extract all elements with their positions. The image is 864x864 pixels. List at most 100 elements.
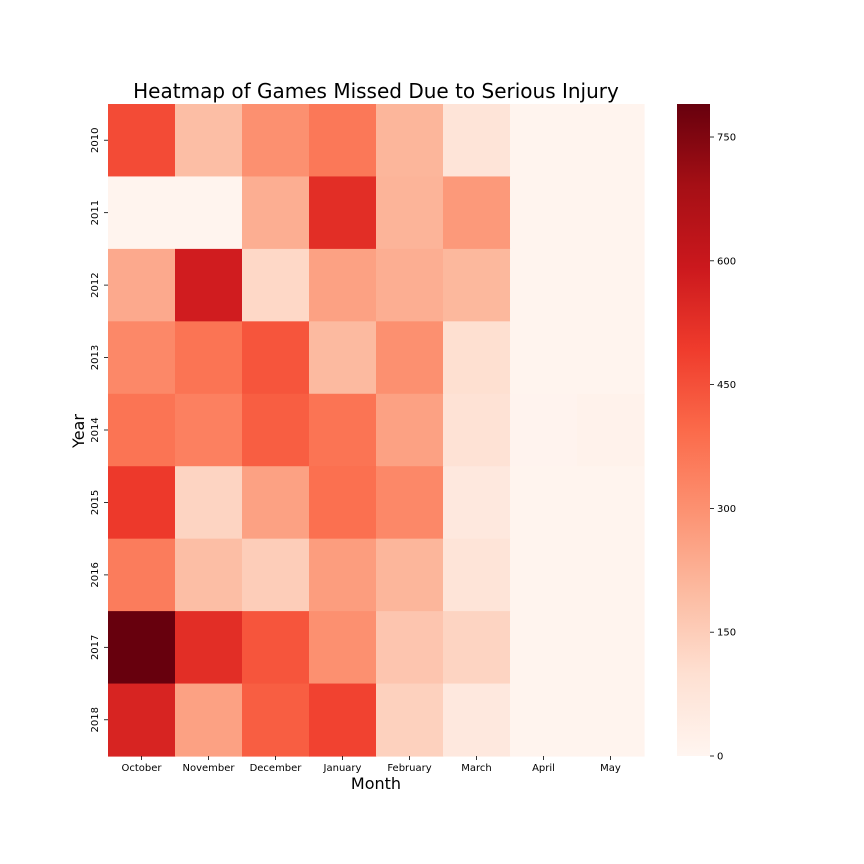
heatmap-cell — [510, 611, 578, 685]
heatmap-cell — [577, 683, 645, 757]
heatmap-cell — [242, 538, 310, 612]
heatmap-cell — [108, 611, 176, 685]
heatmap-cell — [510, 104, 578, 178]
heatmap-cell — [510, 321, 578, 395]
colorbar-tick-label: 150 — [717, 628, 736, 639]
heatmap-cell — [376, 104, 444, 178]
heatmap-cell — [577, 248, 645, 322]
y-tick-label: 2012 — [90, 272, 101, 297]
heatmap-cell — [376, 248, 444, 322]
heatmap-cell — [510, 683, 578, 757]
heatmap-cell — [242, 466, 310, 540]
colorbar-tick-label: 750 — [717, 133, 736, 144]
heatmap-cell — [309, 176, 377, 250]
heatmap-cell — [309, 538, 377, 612]
heatmap-cell — [108, 393, 176, 467]
x-tick-label: October — [121, 763, 162, 774]
y-axis-label: Year — [69, 414, 88, 449]
heatmap-cell — [108, 683, 176, 757]
heatmap-cell — [577, 321, 645, 395]
heatmap-cell — [242, 176, 310, 250]
heatmap-cell — [108, 466, 176, 540]
heatmap-cell — [376, 611, 444, 685]
heatmap-cell — [443, 104, 511, 178]
heatmap-cell — [108, 538, 176, 612]
heatmap-cell — [443, 538, 511, 612]
heatmap-cell — [309, 393, 377, 467]
heatmap-cell — [376, 466, 444, 540]
heatmap-cell — [309, 248, 377, 322]
x-tick-label: April — [532, 763, 555, 774]
heatmap-cells — [108, 104, 645, 757]
heatmap-cell — [242, 321, 310, 395]
heatmap-cell — [108, 176, 176, 250]
heatmap-cell — [108, 321, 176, 395]
heatmap-cell — [309, 321, 377, 395]
heatmap-cell — [242, 611, 310, 685]
heatmap-cell — [108, 104, 176, 178]
heatmap-cell — [443, 176, 511, 250]
heatmap-cell — [175, 248, 243, 322]
y-tick-label: 2011 — [90, 200, 101, 225]
colorbar-tick-label: 300 — [717, 504, 736, 515]
heatmap-cell — [175, 466, 243, 540]
y-tick-label: 2013 — [90, 345, 101, 370]
heatmap-cell — [376, 683, 444, 757]
colorbar-tick-label: 600 — [717, 256, 736, 267]
y-tick-label: 2017 — [90, 635, 101, 660]
heatmap-cell — [242, 248, 310, 322]
x-tick-label: November — [182, 763, 235, 774]
heatmap-cell — [577, 393, 645, 467]
heatmap-cell — [443, 393, 511, 467]
y-tick-label: 2018 — [90, 707, 101, 732]
heatmap-cell — [175, 321, 243, 395]
heatmap-cell — [175, 393, 243, 467]
heatmap-cell — [175, 611, 243, 685]
heatmap-cell — [577, 466, 645, 540]
heatmap-cell — [309, 683, 377, 757]
y-tick-label: 2010 — [90, 127, 101, 152]
y-tick-label: 2014 — [90, 417, 101, 442]
y-axis-ticks: 2010 2011 2012 2013 2014 2015 2016 2017 2018 — [90, 127, 108, 733]
colorbar — [677, 104, 710, 756]
heatmap-cell — [510, 393, 578, 467]
heatmap-cell — [108, 248, 176, 322]
heatmap-cell — [175, 538, 243, 612]
x-tick-label: February — [387, 763, 431, 774]
heatmap-cell — [309, 104, 377, 178]
heatmap-cell — [443, 683, 511, 757]
x-tick-label: December — [250, 763, 303, 774]
heatmap-cell — [376, 321, 444, 395]
heatmap-cell — [443, 466, 511, 540]
chart-title: Heatmap of Games Missed Due to Serious I… — [133, 79, 619, 103]
heatmap-cell — [376, 176, 444, 250]
y-tick-label: 2016 — [90, 562, 101, 587]
heatmap-cell — [242, 104, 310, 178]
heatmap-cell — [510, 176, 578, 250]
heatmap-cell — [175, 104, 243, 178]
colorbar-tick-label: 450 — [717, 380, 736, 391]
heatmap-cell — [376, 538, 444, 612]
heatmap-cell — [577, 611, 645, 685]
heatmap-cell — [577, 176, 645, 250]
heatmap-cell — [309, 466, 377, 540]
x-tick-label: January — [323, 763, 362, 774]
heatmap-cell — [376, 393, 444, 467]
colorbar-ticks: 0 150 300 450 600 750 — [710, 133, 736, 763]
heatmap-cell — [242, 393, 310, 467]
heatmap-cell — [577, 538, 645, 612]
heatmap-cell — [577, 104, 645, 178]
x-axis-ticks: October November December January February Ma… — [121, 756, 621, 774]
heatmap-cell — [510, 538, 578, 612]
heatmap-cell — [443, 321, 511, 395]
y-tick-label: 2015 — [90, 490, 101, 515]
x-tick-label: May — [600, 763, 621, 774]
heatmap-cell — [443, 248, 511, 322]
heatmap-cell — [443, 611, 511, 685]
heatmap-cell — [309, 611, 377, 685]
heatmap-cell — [510, 248, 578, 322]
heatmap-cell — [510, 466, 578, 540]
heatmap-cell — [175, 176, 243, 250]
colorbar-tick-label: 0 — [717, 752, 723, 763]
